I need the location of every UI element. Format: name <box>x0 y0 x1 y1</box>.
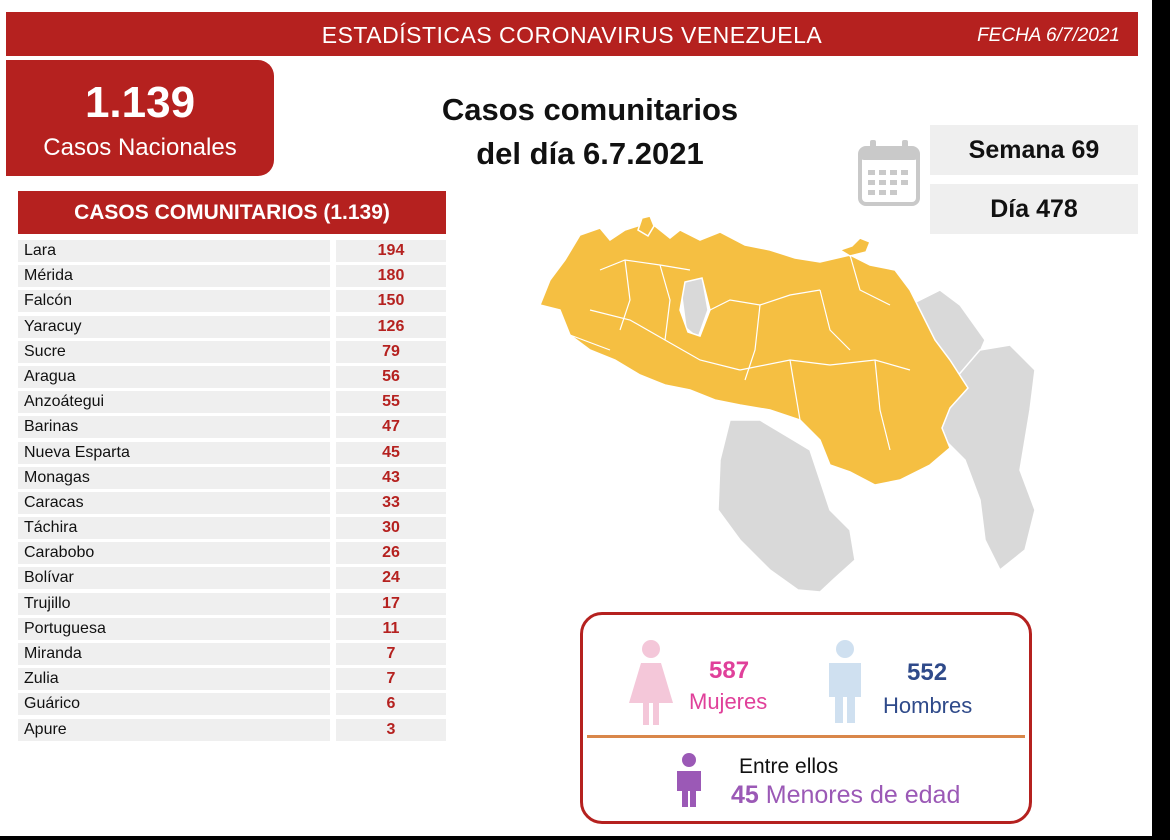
state-name: Carabobo <box>18 542 330 565</box>
state-name: Trujillo <box>18 592 330 615</box>
woman-icon <box>629 640 673 725</box>
state-name: Nueva Esparta <box>18 441 330 464</box>
state-name: Guárico <box>18 693 330 716</box>
table-row: Táchira 30 <box>18 516 446 541</box>
table-row: Apure 3 <box>18 718 446 743</box>
header-bar: ESTADÍSTICAS CORONAVIRUS VENEZUELA FECHA… <box>6 12 1138 56</box>
gender-breakdown: 587 Mujeres 552 Hombres Entre ellos 45 M… <box>580 612 1032 824</box>
state-name: Falcón <box>18 290 330 313</box>
table-row: Zulia 7 <box>18 667 446 692</box>
state-name: Monagas <box>18 466 330 489</box>
state-cases: 126 <box>336 315 446 338</box>
map-region-margarita <box>838 237 871 257</box>
men-count: 552 <box>907 659 948 686</box>
cases-table: Lara 194 Mérida 180 Falcón 150 Yaracuy 126 Sucre… <box>18 239 446 743</box>
men-label: Hombres <box>883 693 973 718</box>
table-row: Barinas 47 <box>18 415 446 440</box>
header-date: FECHA 6/7/2021 <box>977 25 1120 46</box>
state-name: Caracas <box>18 491 330 514</box>
day-label: Día 478 <box>930 184 1138 234</box>
state-cases: 56 <box>336 365 446 388</box>
state-cases: 47 <box>336 416 446 439</box>
state-cases: 55 <box>336 391 446 414</box>
state-cases: 79 <box>336 340 446 363</box>
map-region-amazonas <box>717 419 856 593</box>
minors-count: 45 <box>731 781 759 809</box>
table-row: Guárico 6 <box>18 692 446 717</box>
minors-intro: Entre ellos <box>739 755 839 778</box>
state-name: Zulia <box>18 668 330 691</box>
table-row: Sucre 79 <box>18 340 446 365</box>
state-cases: 24 <box>336 567 446 590</box>
state-cases: 45 <box>336 441 446 464</box>
state-cases: 33 <box>336 491 446 514</box>
table-row: Carabobo 26 <box>18 541 446 566</box>
table-row: Nueva Esparta 45 <box>18 441 446 466</box>
table-row: Mérida 180 <box>18 264 446 289</box>
child-icon <box>677 753 701 807</box>
state-name: Bolívar <box>18 567 330 590</box>
state-cases: 180 <box>336 265 446 288</box>
table-row: Miranda 7 <box>18 642 446 667</box>
state-cases: 11 <box>336 617 446 640</box>
state-name: Lara <box>18 240 330 262</box>
state-cases: 30 <box>336 517 446 540</box>
calendar-icon <box>858 140 920 206</box>
map-region-guayana <box>934 344 1036 572</box>
cases-table-title: CASOS COMUNITARIOS (1.139) <box>18 191 446 234</box>
state-cases: 26 <box>336 542 446 565</box>
women-count: 587 <box>709 657 750 684</box>
national-cases-card: 1.139 Casos Nacionales <box>6 60 274 176</box>
state-cases: 17 <box>336 592 446 615</box>
headline: Casos comunitarios del día 6.7.2021 <box>400 88 780 176</box>
state-name: Yaracuy <box>18 315 330 338</box>
state-name: Portuguesa <box>18 617 330 640</box>
state-name: Apure <box>18 718 330 741</box>
screen-edge-bottom <box>0 836 1170 840</box>
state-name: Táchira <box>18 517 330 540</box>
divider <box>587 735 1025 738</box>
header-title: ESTADÍSTICAS CORONAVIRUS VENEZUELA <box>321 22 823 48</box>
man-icon <box>829 640 861 723</box>
table-row: Portuguesa 11 <box>18 617 446 642</box>
national-cases-count: 1.139 <box>84 78 196 127</box>
table-row: Falcón 150 <box>18 289 446 314</box>
table-row: Aragua 56 <box>18 365 446 390</box>
state-cases: 6 <box>336 693 446 716</box>
headline-line1: Casos comunitarios <box>441 92 739 127</box>
state-cases: 194 <box>336 240 446 262</box>
state-cases: 150 <box>336 290 446 313</box>
minors-label: Menores de edad <box>765 781 961 809</box>
map-region-paraguana <box>637 215 655 238</box>
table-row: Monagas 43 <box>18 466 446 491</box>
state-name: Miranda <box>18 643 330 665</box>
table-row: Caracas 33 <box>18 491 446 516</box>
headline-line2: del día 6.7.2021 <box>476 136 704 171</box>
state-cases: 3 <box>336 718 446 741</box>
state-cases: 7 <box>336 668 446 691</box>
state-name: Sucre <box>18 340 330 363</box>
table-row: Trujillo 17 <box>18 592 446 617</box>
national-cases-label: Casos Nacionales <box>43 134 237 161</box>
state-cases: 43 <box>336 466 446 489</box>
table-row: Bolívar 24 <box>18 566 446 591</box>
state-cases: 7 <box>336 643 446 665</box>
table-row: Yaracuy 126 <box>18 315 446 340</box>
state-name: Aragua <box>18 365 330 388</box>
state-name: Barinas <box>18 416 330 439</box>
table-row: Anzoátegui 55 <box>18 390 446 415</box>
state-name: Mérida <box>18 265 330 288</box>
minors-line: 45 Menores de edad <box>731 781 960 810</box>
women-label: Mujeres <box>689 689 768 714</box>
screen-edge-right <box>1152 0 1170 840</box>
state-name: Anzoátegui <box>18 391 330 414</box>
week-label: Semana 69 <box>930 125 1138 175</box>
venezuela-map <box>538 215 1036 593</box>
table-row: Lara 194 <box>18 239 446 264</box>
